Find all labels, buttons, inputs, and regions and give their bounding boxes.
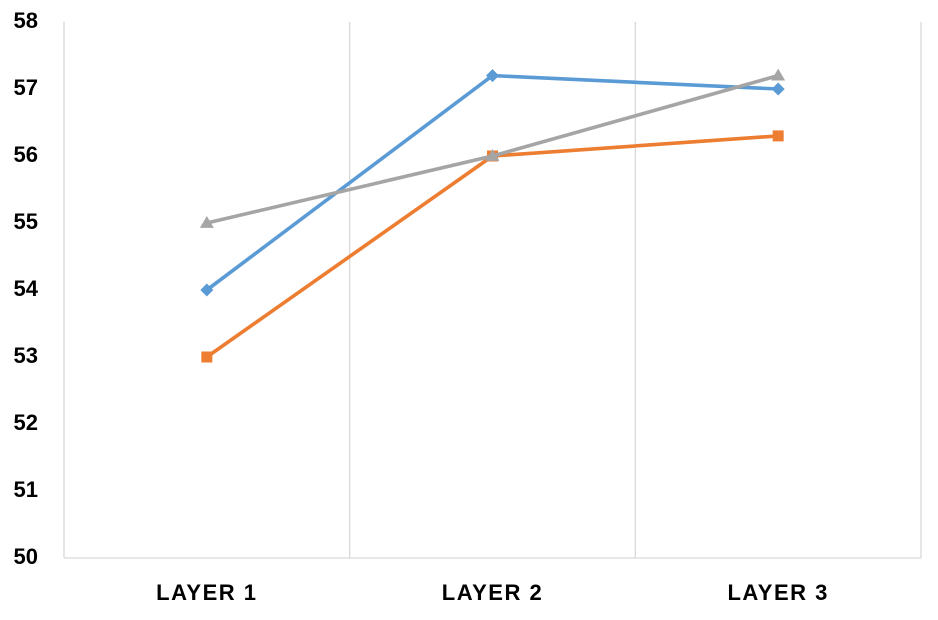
- diamond-marker: [200, 283, 214, 297]
- triangle-marker: [199, 216, 214, 228]
- diamond-marker: [486, 69, 499, 83]
- y-tick-label: 57: [14, 75, 38, 100]
- x-axis-tick-labels: LAYER 1 LAYER 2 LAYER 3: [156, 580, 828, 605]
- y-tick-label: 54: [14, 276, 39, 301]
- y-tick-label: 52: [14, 410, 38, 435]
- y-tick-label: 53: [14, 343, 38, 368]
- series-line: [205, 73, 780, 292]
- y-tick-label: 51: [14, 477, 38, 502]
- square-marker: [201, 351, 213, 363]
- y-tick-label: 55: [14, 209, 38, 234]
- diamond-marker: [771, 82, 785, 96]
- series-1: [200, 69, 785, 297]
- y-tick-label: 50: [14, 544, 38, 569]
- series-3: [199, 68, 786, 228]
- square-marker: [772, 130, 784, 142]
- x-tick-label: LAYER 3: [727, 580, 828, 605]
- x-tick-label: LAYER 1: [156, 580, 257, 605]
- series-2: [201, 130, 784, 363]
- triangle-marker: [771, 68, 786, 81]
- grid-lines: [63, 22, 922, 558]
- y-tick-label: 58: [14, 8, 38, 33]
- y-tick-label: 56: [14, 142, 38, 167]
- series-line: [205, 134, 780, 359]
- y-axis-tick-labels: 50 51 52 53 54 55 56 57 58: [14, 8, 39, 569]
- triangle-marker: [485, 149, 500, 161]
- x-tick-label: LAYER 2: [442, 580, 543, 605]
- series-lines: [199, 68, 786, 363]
